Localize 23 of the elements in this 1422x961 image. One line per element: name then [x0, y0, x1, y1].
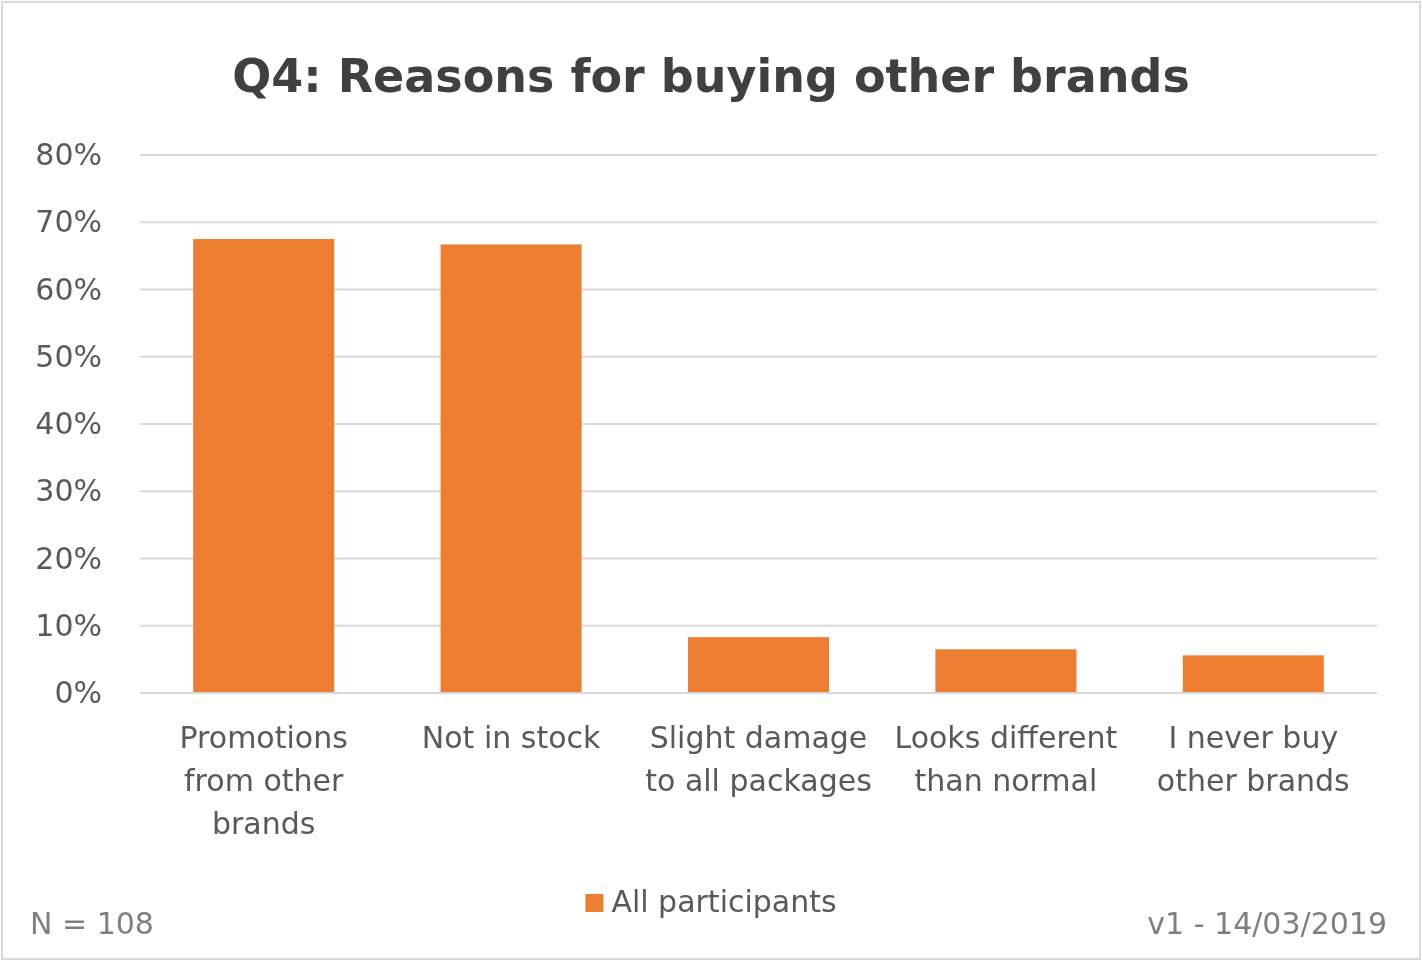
y-tick-label: 40% — [35, 406, 102, 442]
y-tick-label: 20% — [35, 540, 102, 576]
x-tick-label: Promotions from other brands — [179, 720, 348, 841]
bar — [687, 637, 830, 693]
legend-label: All participants — [611, 884, 837, 919]
y-tick-label: 10% — [35, 607, 102, 643]
bar — [935, 649, 1077, 693]
x-tick-label: I never buy other brands — [1156, 720, 1350, 798]
y-tick-label: 70% — [35, 204, 102, 240]
bar — [193, 239, 335, 693]
y-tick-label: 60% — [35, 271, 102, 307]
x-tick-label: Looks different than normal — [894, 720, 1118, 798]
y-tick-label: 50% — [35, 338, 102, 374]
text: v1 - 14/03/2019 — [1147, 906, 1387, 941]
y-tick-label: 30% — [35, 473, 102, 509]
x-tick-label: Not in stock — [421, 720, 602, 755]
y-tick-label: 80% — [35, 137, 102, 173]
bar — [440, 244, 582, 693]
text: N = 108 — [30, 906, 154, 941]
chart-title: Q4: Reasons for buying other brands — [232, 49, 1190, 103]
x-tick-label: Slight damage to all packages — [645, 720, 872, 798]
y-tick-label: 0% — [54, 675, 102, 711]
bar — [1182, 655, 1324, 693]
